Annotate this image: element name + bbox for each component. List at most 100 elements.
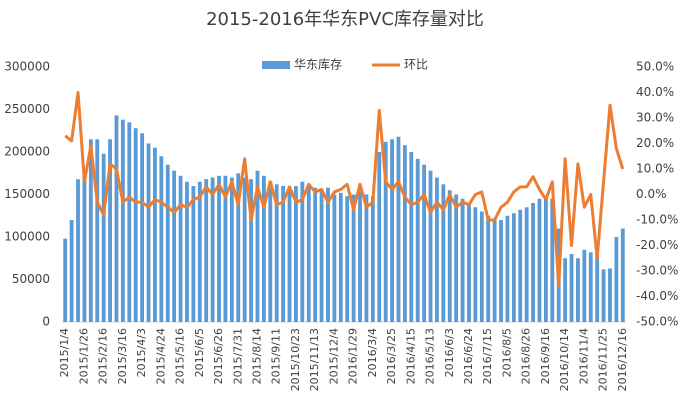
legend-swatch [262, 61, 290, 69]
bar [313, 187, 318, 322]
x-tick-label: 2015/12/4 [327, 328, 340, 384]
bar [383, 141, 388, 322]
bar [454, 194, 459, 322]
line [64, 91, 625, 288]
bar [345, 196, 350, 322]
bar [159, 156, 164, 322]
bar [576, 258, 580, 322]
bar [268, 181, 273, 322]
y-tick-label: 200000 [4, 145, 50, 159]
bar [153, 147, 157, 322]
bar [306, 184, 311, 322]
bar [332, 194, 337, 322]
bar [620, 228, 625, 322]
bar [127, 122, 132, 322]
bar [492, 218, 497, 322]
bar [409, 152, 414, 322]
bar [242, 177, 247, 322]
bar [531, 203, 535, 322]
bar [543, 196, 548, 322]
y-tick-label: 250000 [4, 102, 50, 116]
bar [479, 211, 484, 322]
bar [101, 153, 106, 322]
y2-tick-label: -30.0% [636, 264, 678, 278]
bar [364, 194, 369, 322]
bar [191, 186, 196, 322]
bar [287, 187, 292, 322]
bar [563, 258, 568, 322]
x-tick-label: 2015/8/14 [250, 328, 263, 384]
bar [588, 252, 593, 322]
bar [223, 175, 228, 322]
bar [294, 186, 298, 322]
x-tick-label: 2016/4/15 [404, 328, 417, 384]
bar [133, 128, 138, 322]
bar [140, 133, 145, 322]
y2-tick-label: -40.0% [636, 289, 678, 303]
bar [569, 254, 574, 322]
bar [338, 192, 343, 322]
x-tick-label: 2016/8/5 [500, 328, 513, 377]
bar [76, 179, 80, 322]
x-tick-label: 2015/11/13 [308, 328, 321, 391]
bar [473, 207, 478, 322]
y-tick-label: 0 [42, 315, 50, 329]
x-tick-label: 2015/2/16 [97, 328, 110, 384]
bar [415, 158, 420, 322]
x-tick-label: 2015/9/11 [270, 328, 283, 384]
bar [608, 268, 612, 322]
x-tick-label: 2015/1/4 [58, 328, 71, 377]
bar [486, 215, 491, 322]
bar [146, 143, 151, 322]
x-tick-label: 2016/6/24 [462, 328, 475, 384]
bar [95, 139, 100, 322]
bar [165, 164, 170, 322]
bar [402, 145, 407, 322]
x-tick-label: 2016/9/16 [539, 328, 552, 384]
bar [441, 184, 446, 322]
legend-label: 环比 [404, 58, 428, 72]
bar [460, 198, 465, 322]
bar [178, 175, 183, 322]
x-tick-label: 2016/10/14 [558, 328, 571, 391]
bar [249, 179, 253, 322]
y2-tick-label: 40.0% [636, 85, 674, 99]
bar [82, 173, 87, 322]
bar [281, 186, 286, 322]
x-tick-label: 2016/8/26 [520, 328, 533, 384]
bar [537, 198, 542, 322]
x-tick-label: 2015/1/26 [77, 328, 90, 384]
bar [377, 152, 382, 322]
bar [63, 238, 68, 322]
bar [261, 175, 266, 322]
x-tick-label: 2016/7/15 [481, 328, 494, 384]
bar [274, 184, 279, 322]
x-tick-label: 2015/4/24 [154, 328, 167, 384]
y-tick-label: 300000 [4, 60, 50, 74]
x-tick-label: 2016/5/13 [424, 328, 437, 384]
bar [114, 115, 119, 322]
bar [229, 177, 234, 322]
bar [197, 181, 202, 322]
bar [435, 177, 439, 322]
legend-label: 华东库存 [294, 57, 342, 72]
bar [505, 215, 510, 322]
y2-tick-label: -20.0% [636, 238, 678, 252]
bar [499, 220, 503, 322]
bar [319, 190, 324, 322]
y2-tick-label: 50.0% [636, 60, 674, 74]
x-tick-label: 2015/3/16 [116, 328, 129, 384]
x-tick-label: 2016/11/4 [577, 328, 590, 384]
bar [255, 170, 260, 322]
y2-tick-label: -50.0% [636, 315, 678, 329]
bar [172, 170, 177, 322]
bar [422, 164, 427, 322]
x-tick-label: 2015/6/5 [193, 328, 206, 377]
bar [351, 194, 356, 322]
x-tick-label: 2016/12/16 [616, 328, 629, 391]
bar [582, 249, 587, 322]
bar [601, 269, 606, 322]
bar [69, 220, 74, 322]
bar [390, 139, 394, 322]
